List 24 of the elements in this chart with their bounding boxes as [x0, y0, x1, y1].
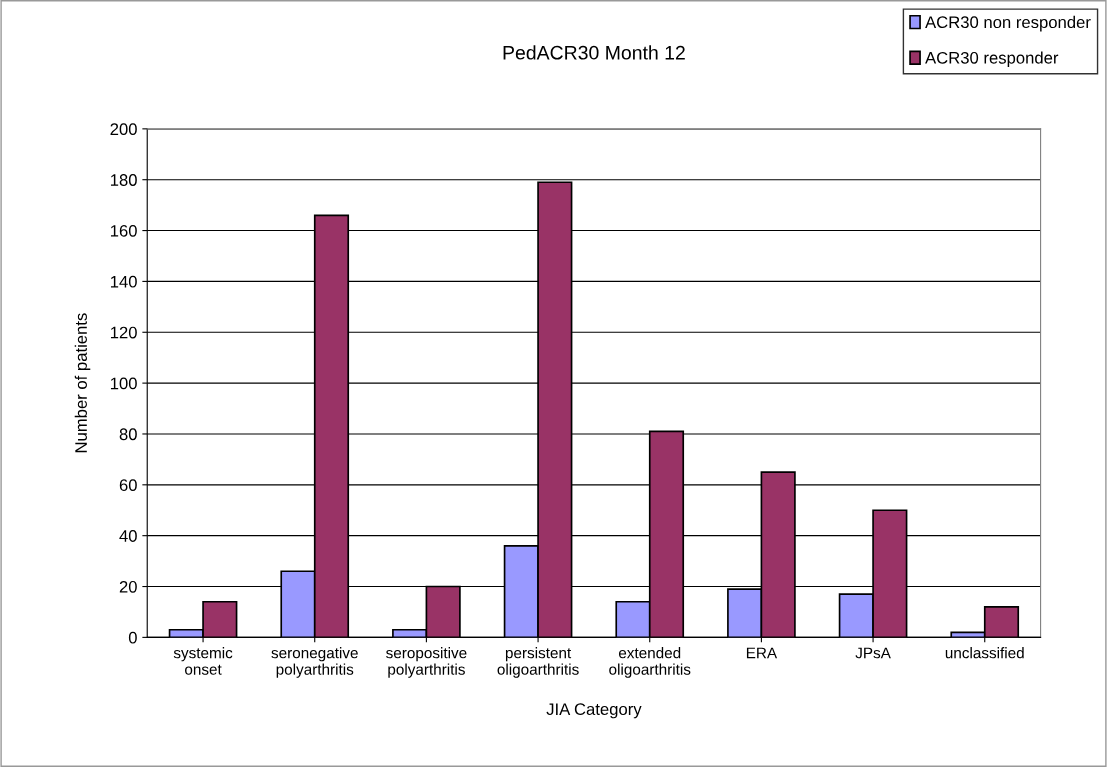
x-tick-label: unclassified [945, 647, 1024, 659]
y-tick-label: 20 [119, 580, 137, 593]
y-tick-label: 140 [110, 275, 137, 288]
x-tick-label: ERA [746, 647, 778, 659]
legend-label: ACR30 responder [925, 51, 1059, 68]
x-tick-label: seropositive polyarthritis [386, 647, 467, 678]
x-tick-label: persistent oligoarthritis [497, 647, 579, 678]
y-tick-label: 40 [119, 530, 137, 542]
x-tick-label: seronegative polyarthritis [271, 647, 358, 678]
x-tick-label: JPsA [855, 647, 891, 659]
y-tick-label: 80 [119, 428, 137, 441]
legend-label: ACR30 non responder [925, 15, 1091, 32]
y-tick-label: 60 [119, 479, 137, 492]
y-tick-label: 120 [110, 326, 137, 339]
y-tick-label: 160 [110, 224, 137, 237]
y-tick-label: 100 [110, 377, 137, 390]
x-axis-title: JIA Category [546, 703, 642, 719]
x-tick-label: systemic onset [173, 647, 233, 675]
y-tick-label: 200 [110, 123, 137, 136]
y-tick-label: 0 [128, 631, 137, 644]
y-tick-label: 180 [110, 174, 137, 186]
chart-title: PedACR30 Month 12 [503, 45, 685, 60]
y-axis-title: Number of patients [74, 313, 91, 453]
x-tick-label: extended oligoarthritis [609, 647, 691, 678]
